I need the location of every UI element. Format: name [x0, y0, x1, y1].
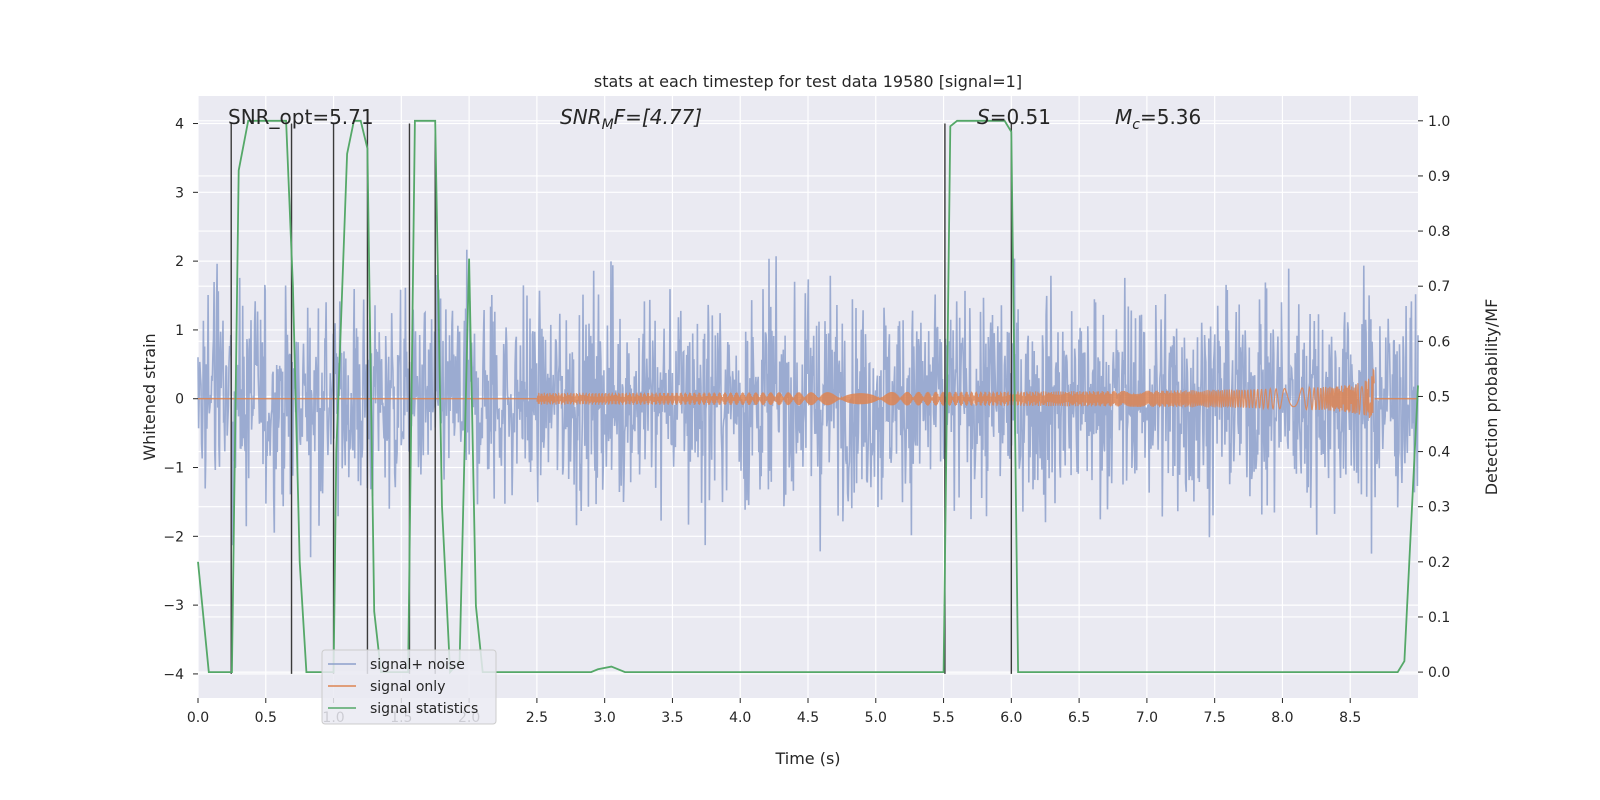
x-tick-label: 4.0	[729, 710, 751, 726]
x-tick-label: 6.0	[1000, 710, 1022, 726]
statistics-line	[197, 119, 1419, 675]
signal-chirp-line	[536, 367, 1375, 419]
x-tick-label: 5.5	[932, 710, 954, 726]
annotation-mc-rest: =5.36	[1140, 105, 1201, 129]
y-tick-label-right: 0.7	[1428, 279, 1450, 295]
y-tick-label-right: 0.8	[1428, 224, 1450, 240]
x-tick-label: 3.0	[594, 710, 616, 726]
annotation-snr-opt: SNR_opt=5.71	[228, 105, 374, 129]
y-tick-label-left: 4	[175, 117, 184, 133]
y-tick-label-left: 1	[175, 323, 184, 339]
y-tick-label-left: −2	[163, 529, 184, 545]
y-tick-label-left: −4	[163, 667, 184, 683]
x-tick-label: 6.5	[1068, 710, 1090, 726]
y-tick-label-right: 0.2	[1428, 555, 1450, 571]
x-tick-label: 7.5	[1204, 710, 1226, 726]
annotation-s: S=0.51	[977, 105, 1051, 129]
y-tick-label-right: 0.0	[1428, 665, 1450, 681]
x-axis-label: Time (s)	[774, 749, 840, 768]
legend: signal+ noise signal only signal statist…	[321, 649, 497, 725]
x-tick-label: 8.0	[1271, 710, 1293, 726]
annotation-mc-main: M	[1115, 105, 1132, 129]
legend-label-statistics: signal statistics	[370, 701, 478, 717]
x-tick-label: 7.0	[1136, 710, 1158, 726]
y-tick-label-right: 0.6	[1428, 334, 1450, 350]
y-tick-label-right: 0.9	[1428, 169, 1450, 185]
y-tick-label-left: −1	[163, 461, 184, 477]
chart-title: stats at each timestep for test data 195…	[594, 72, 1022, 91]
annotation-snr-mf-rest: F=[4.77]	[614, 105, 702, 129]
y-tick-label-right: 0.4	[1428, 445, 1450, 461]
y-tick-label-right: 1.0	[1428, 114, 1450, 130]
annotation-snr-mf-sub: M	[602, 117, 614, 133]
legend-label-signal: signal only	[370, 679, 445, 695]
annotation-s-rest: =0.51	[990, 105, 1051, 129]
annotation-mc-sub: c	[1132, 117, 1140, 133]
legend-box	[321, 649, 497, 725]
x-tick-label: 5.0	[865, 710, 887, 726]
y-tick-label-right: 0.5	[1428, 389, 1450, 405]
vertical-markers	[230, 123, 1013, 674]
noise-line	[197, 249, 1419, 558]
noise-series	[197, 249, 1419, 558]
x-tick-label: 0.5	[255, 710, 277, 726]
y-ticks-left: 4 3 2 1 0 −1 −2 −3 −4	[163, 117, 198, 683]
x-tick-label: 2.5	[526, 710, 548, 726]
annotation-mc: Mc=5.36	[1115, 105, 1201, 133]
annotation-snr-mf-main: SNR	[560, 105, 602, 129]
x-tick-label: 0.0	[187, 710, 209, 726]
y-tick-label-left: −3	[163, 598, 184, 614]
signal-statistics-series	[197, 119, 1419, 675]
y-tick-label-left: 2	[175, 254, 184, 270]
y-axis-label-left: Whitened strain	[140, 333, 159, 460]
y-axis-label-right: Detection probability/MF	[1482, 299, 1501, 496]
y-tick-label-right: 0.1	[1428, 610, 1450, 626]
annotation-s-main: S	[977, 105, 990, 129]
annotation-snr-mf: SNRMF=[4.77]	[560, 105, 702, 133]
x-tick-label: 3.5	[661, 710, 683, 726]
x-tick-label: 8.5	[1339, 710, 1361, 726]
y-tick-label-right: 0.3	[1428, 500, 1450, 516]
y-ticks-right: 1.0 0.9 0.8 0.7 0.6 0.5 0.4 0.3 0.2 0.1 0.0	[1418, 114, 1450, 681]
y-tick-label-left: 0	[175, 392, 184, 408]
x-tick-label: 4.5	[797, 710, 819, 726]
y-tick-label-left: 3	[175, 185, 184, 201]
legend-label-noise: signal+ noise	[370, 657, 465, 673]
